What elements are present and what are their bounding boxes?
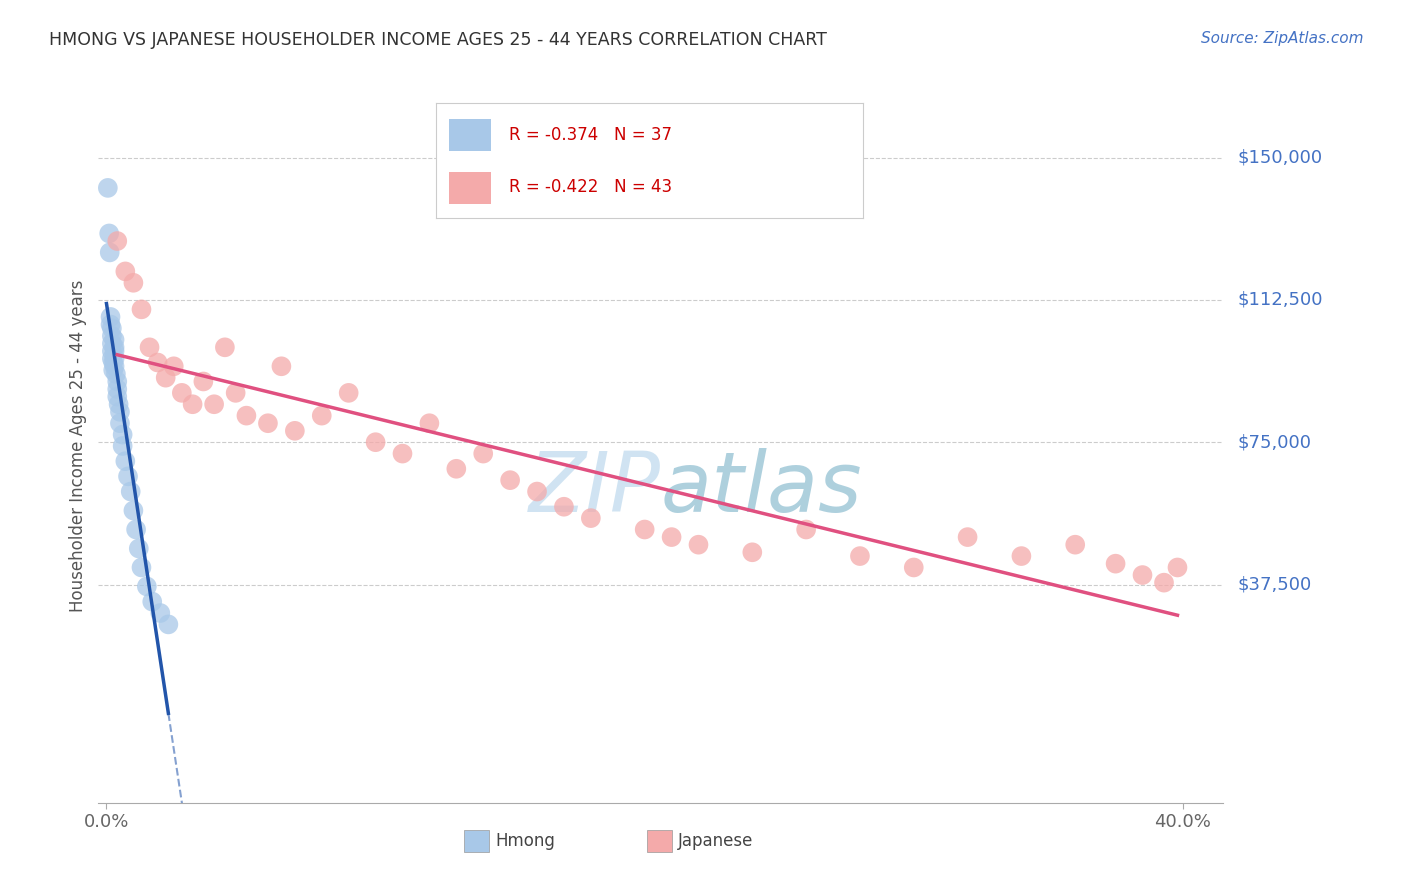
Point	[163, 359, 186, 374]
Point	[337, 385, 360, 400]
Point	[157, 617, 180, 632]
Point	[903, 560, 925, 574]
Point	[114, 264, 136, 278]
Text: atlas: atlas	[661, 449, 862, 529]
Point	[131, 560, 153, 574]
Point	[688, 538, 710, 552]
Point	[225, 385, 247, 400]
Point	[849, 549, 872, 563]
Point	[1132, 568, 1154, 582]
Text: ZIP: ZIP	[529, 449, 661, 529]
Point	[170, 385, 193, 400]
Point	[131, 302, 153, 317]
Point	[114, 454, 136, 468]
Point	[122, 276, 145, 290]
Point	[101, 344, 124, 359]
Point	[100, 310, 122, 324]
Point	[108, 416, 131, 430]
Point	[155, 370, 177, 384]
Text: Hmong: Hmong	[495, 832, 555, 850]
Point	[103, 340, 125, 354]
Point	[101, 321, 124, 335]
Point	[634, 523, 657, 537]
Point	[579, 511, 602, 525]
Text: $112,500: $112,500	[1237, 291, 1323, 309]
Point	[125, 523, 148, 537]
Point	[138, 340, 160, 354]
Point	[1153, 575, 1175, 590]
Point	[98, 227, 121, 241]
Point	[1104, 557, 1126, 571]
Point	[98, 245, 121, 260]
Point	[117, 469, 139, 483]
Point	[446, 462, 468, 476]
Point	[181, 397, 204, 411]
Point	[103, 333, 125, 347]
Point	[149, 606, 172, 620]
Point	[107, 397, 129, 411]
Point	[270, 359, 292, 374]
Point	[103, 355, 125, 369]
Point	[135, 579, 157, 593]
Point	[794, 523, 817, 537]
Point	[146, 355, 169, 369]
Text: Source: ZipAtlas.com: Source: ZipAtlas.com	[1201, 31, 1364, 46]
Text: $37,500: $37,500	[1237, 575, 1312, 593]
Point	[311, 409, 333, 423]
Point	[526, 484, 548, 499]
Point	[105, 234, 128, 248]
Point	[111, 439, 134, 453]
Text: $75,000: $75,000	[1237, 434, 1312, 451]
Point	[103, 359, 125, 374]
Point	[97, 181, 120, 195]
Point	[105, 382, 128, 396]
Point	[1166, 560, 1188, 574]
Point	[1064, 538, 1087, 552]
Point	[364, 435, 387, 450]
Point	[235, 409, 257, 423]
Point	[101, 329, 124, 343]
Point	[956, 530, 979, 544]
Text: $150,000: $150,000	[1237, 149, 1322, 167]
Point	[120, 484, 142, 499]
Point	[472, 447, 495, 461]
Point	[100, 318, 122, 332]
Point	[101, 351, 124, 366]
Point	[284, 424, 307, 438]
Point	[1010, 549, 1032, 563]
Point	[499, 473, 522, 487]
Text: HMONG VS JAPANESE HOUSEHOLDER INCOME AGES 25 - 44 YEARS CORRELATION CHART: HMONG VS JAPANESE HOUSEHOLDER INCOME AGE…	[49, 31, 827, 49]
Point	[202, 397, 225, 411]
Point	[193, 375, 215, 389]
Point	[553, 500, 575, 514]
Point	[105, 390, 128, 404]
Point	[214, 340, 236, 354]
Point	[108, 405, 131, 419]
Point	[111, 427, 134, 442]
Point	[418, 416, 440, 430]
Point	[103, 344, 125, 359]
Point	[128, 541, 150, 556]
Point	[122, 503, 145, 517]
Point	[103, 363, 125, 377]
Y-axis label: Householder Income Ages 25 - 44 years: Householder Income Ages 25 - 44 years	[69, 280, 87, 612]
Point	[741, 545, 763, 559]
Point	[104, 367, 127, 381]
Point	[105, 375, 128, 389]
Point	[103, 351, 125, 366]
Point	[257, 416, 280, 430]
Point	[101, 336, 124, 351]
Point	[391, 447, 413, 461]
Text: Japanese: Japanese	[678, 832, 754, 850]
Point	[661, 530, 683, 544]
Point	[141, 594, 163, 608]
